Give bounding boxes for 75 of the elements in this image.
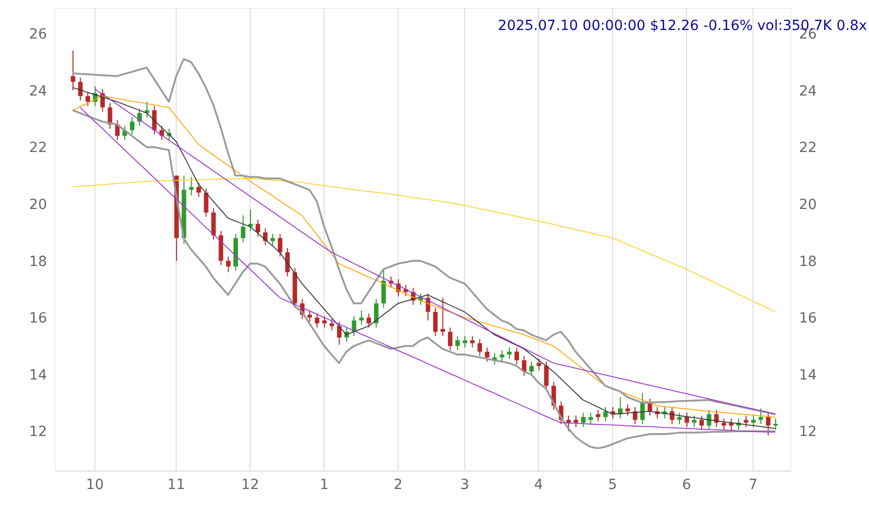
x-tick-label: 2 (394, 476, 403, 493)
candlestick (455, 336, 460, 351)
x-tick-label: 1 (320, 476, 329, 493)
candlestick (359, 310, 364, 326)
candlestick (522, 355, 526, 376)
candlestick (706, 409, 712, 430)
y2-tick-label: 12 (799, 424, 817, 440)
candlestick (285, 248, 290, 277)
candlestick (514, 346, 519, 365)
candlestick (211, 208, 216, 240)
candlestick (256, 219, 260, 238)
y2-tick-label: 16 (799, 310, 817, 327)
candlestick (86, 91, 90, 106)
candlestick (684, 412, 690, 428)
candlestick (596, 409, 600, 422)
candlestick (270, 233, 275, 246)
y2-tick-label: 18 (799, 254, 817, 270)
x-tick-label: 5 (608, 476, 618, 493)
y-tick-label: 18 (29, 254, 47, 270)
candlestick (640, 392, 645, 425)
x-tick-label: 11 (167, 476, 186, 493)
candlestick (536, 358, 542, 371)
candlestick (484, 346, 490, 362)
candlestick (603, 406, 608, 422)
x-tick-label: 6 (682, 476, 692, 493)
candlestick (78, 77, 83, 101)
y-tick-label: 14 (29, 367, 48, 384)
candlestick (544, 361, 549, 391)
y-tick-label: 16 (29, 310, 48, 327)
candlestick (322, 316, 327, 328)
y2-tick-label: 24 (799, 83, 817, 100)
candlestick (766, 412, 770, 436)
y2-tick-label: 20 (799, 196, 817, 213)
candlestick (240, 214, 246, 243)
y2-tick-label: 22 (799, 140, 817, 156)
candlestick (448, 327, 452, 351)
candlestick (758, 408, 764, 425)
candlestick (160, 125, 164, 141)
candlestick (278, 233, 282, 258)
candlestick (722, 418, 726, 430)
candlestick (699, 415, 704, 430)
candlestick (478, 338, 482, 356)
y2-tick-label: 14 (799, 367, 817, 384)
candlestick (374, 298, 378, 328)
x-tick-label: 3 (460, 476, 470, 493)
candlestick (670, 406, 674, 425)
candlestick (529, 361, 534, 376)
candlestick (226, 256, 231, 273)
x-tick-label: 10 (86, 476, 104, 493)
candlestick (500, 350, 504, 362)
candlestick (440, 297, 446, 337)
x-tick-label: 7 (748, 476, 758, 493)
line-series (72, 178, 776, 312)
candlestick (130, 116, 134, 135)
candlestick (625, 404, 630, 416)
candlestick (189, 176, 194, 196)
candlestick (381, 268, 386, 308)
candlestick (588, 412, 593, 425)
candlestick (433, 307, 438, 337)
y-tick-label: 20 (29, 196, 47, 213)
y-tick-label: 26 (29, 26, 48, 43)
candlestick (677, 412, 682, 425)
x-tick-label: 12 (241, 476, 260, 493)
candlestick (337, 321, 342, 346)
y-tick-label: 22 (29, 140, 47, 156)
candlestick (196, 182, 201, 198)
y-tick-label: 12 (29, 424, 47, 440)
y-tick-label: 24 (29, 83, 48, 100)
candlestick (204, 188, 208, 218)
candlestick (366, 312, 372, 328)
candlestick (581, 412, 586, 428)
candlestick (70, 50, 76, 91)
candlestick (507, 346, 512, 360)
x-tick-label: 4 (534, 476, 544, 493)
candlestick (314, 312, 320, 328)
